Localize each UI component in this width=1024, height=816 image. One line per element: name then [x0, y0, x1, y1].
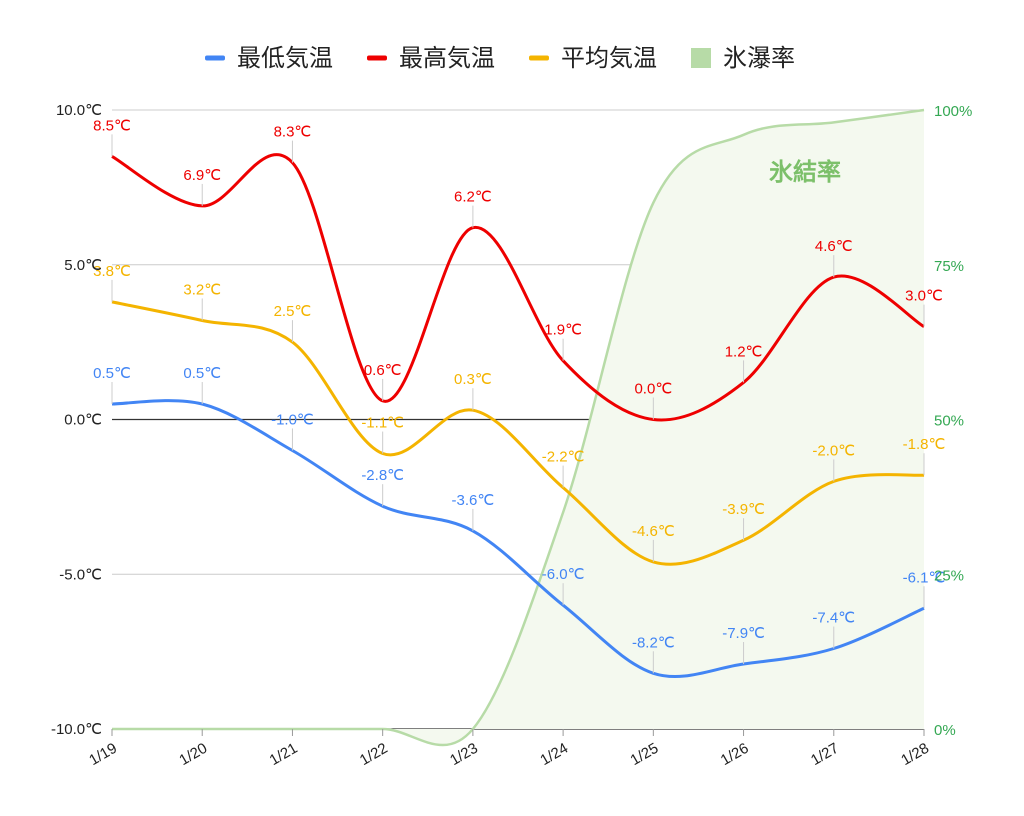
- data-label: -3.9℃: [722, 501, 765, 518]
- legend-label: 氷瀑率: [723, 44, 795, 72]
- legend-label: 平均気温: [561, 44, 657, 72]
- data-label: -1.8℃: [903, 436, 946, 453]
- x-tick-label: 1/19: [86, 740, 120, 769]
- legend-swatch: [205, 55, 225, 61]
- data-label: 0.0℃: [634, 381, 672, 398]
- x-tick-label: 1/28: [898, 740, 932, 769]
- data-label: 0.5℃: [183, 365, 221, 382]
- y-right-tick-label: 100%: [934, 103, 972, 120]
- data-label: -4.6℃: [632, 523, 675, 540]
- y-right-tick-label: 0%: [934, 722, 956, 739]
- y-left-tick-label: 0.0℃: [64, 412, 102, 429]
- y-right-tick-label: 75%: [934, 258, 964, 275]
- data-label: 8.5℃: [93, 117, 131, 134]
- data-label: 2.5℃: [274, 303, 312, 320]
- legend: 最低気温 最高気温 平均気温 氷瀑率: [205, 44, 795, 72]
- legend-swatch: [529, 55, 549, 61]
- data-label: 3.0℃: [905, 288, 943, 305]
- data-label: 0.3℃: [454, 371, 492, 388]
- data-label: 0.5℃: [93, 365, 131, 382]
- data-label: 4.6℃: [815, 238, 853, 255]
- line-series: [111, 153, 925, 678]
- data-labels: 0.5℃ 0.5℃ -1.0℃ -2.8℃ -3.6℃ -6.0℃ -8.2℃ -7.9℃ -7…: [93, 117, 946, 674]
- line-平均気温: [111, 300, 925, 566]
- x-tick-label: 1/25: [628, 740, 662, 769]
- data-label: -8.2℃: [632, 634, 675, 651]
- x-tick-label: 1/24: [537, 740, 571, 769]
- area-fill: [112, 110, 924, 746]
- area-line: [112, 108, 925, 747]
- x-tick-label: 1/26: [718, 740, 752, 769]
- legend-label: 最高気温: [399, 44, 495, 72]
- data-label: -3.6℃: [452, 492, 495, 509]
- line-最低気温: [111, 399, 925, 678]
- data-label: -2.0℃: [812, 442, 855, 459]
- area-annotation: 氷結率: [769, 158, 841, 186]
- data-label: -2.2℃: [542, 449, 585, 466]
- x-tick-label: 1/27: [808, 740, 842, 769]
- x-tick-label: 1/21: [267, 740, 301, 769]
- line-最高気温: [111, 153, 925, 422]
- data-label: 3.8℃: [93, 263, 131, 280]
- x-tick-label: 1/20: [176, 740, 210, 769]
- data-label: 6.2℃: [454, 189, 492, 206]
- data-label: -6.1℃: [903, 569, 946, 586]
- data-label: 8.3℃: [274, 124, 312, 141]
- data-label: 1.9℃: [544, 322, 582, 339]
- data-label: -7.9℃: [722, 625, 765, 642]
- y-left-tick-label: 10.0℃: [56, 102, 102, 119]
- data-label: -1.0℃: [271, 411, 314, 428]
- legend-label: 最低気温: [237, 44, 333, 72]
- data-label: -7.4℃: [812, 610, 855, 627]
- y-right-tick-label: 50%: [934, 413, 964, 430]
- x-tick-label: 1/22: [357, 740, 391, 769]
- data-label: 3.2℃: [183, 281, 221, 298]
- y-left-tick-label: -10.0℃: [51, 721, 102, 738]
- y-left-tick-label: 5.0℃: [64, 257, 102, 274]
- area-series: 氷結率: [112, 108, 925, 747]
- legend-swatch: [367, 55, 387, 61]
- legend-swatch: [691, 48, 711, 68]
- y-left-tick-label: -5.0℃: [59, 566, 102, 583]
- data-label: 0.6℃: [364, 362, 402, 379]
- y-right-tick-label: 25%: [934, 567, 964, 584]
- data-label: 1.2℃: [725, 343, 763, 360]
- data-label: -2.8℃: [361, 467, 404, 484]
- data-label: 6.9℃: [183, 167, 221, 184]
- data-label: -6.0℃: [542, 566, 585, 583]
- data-label: -1.1℃: [361, 415, 404, 432]
